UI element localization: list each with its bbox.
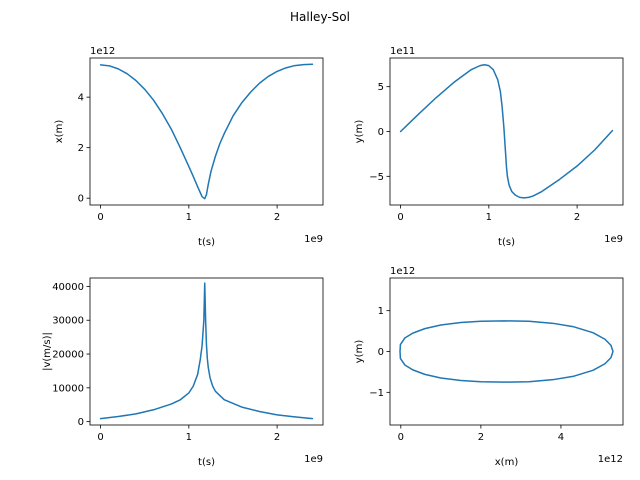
- x-axis-label: t(s): [198, 237, 215, 248]
- x-tick-label: 0: [397, 212, 403, 223]
- x-tick-label: 2: [478, 432, 484, 443]
- y-offset-label: 1e12: [90, 46, 115, 57]
- subplot-top-right: 0 1 2 −5 0 5 t(s) y(m) 1e11 1e9: [354, 46, 624, 248]
- y-axis-label: y(m): [354, 120, 365, 144]
- series-line: [399, 63, 614, 199]
- x-tick-label: 4: [558, 432, 564, 443]
- y-tick-label: 4: [78, 93, 84, 104]
- x-axis-label: t(s): [498, 237, 515, 248]
- x-offset-label: 1e9: [304, 454, 323, 465]
- x-offset-label: 1e9: [604, 234, 623, 245]
- y-tick-label: 0: [78, 194, 84, 205]
- x-tick-label: 2: [274, 432, 280, 443]
- y-tick-label: 2: [78, 143, 84, 154]
- y-tick-label: 0: [78, 417, 84, 428]
- y-offset-label: 1e12: [390, 266, 415, 277]
- x-tick-label: 1: [186, 432, 192, 443]
- subplots: 0 1 2 0 2 4 t(s) x(m) 1e12 1e9 0 1 2 −5 0 5 t(s) y(m) 1e11…: [42, 46, 624, 468]
- x-axis-label: x(m): [495, 457, 519, 468]
- y-axis-label: |v(m/s)|: [42, 332, 53, 371]
- subplot-bottom-left: 0 1 2 0 10000 20000 30000 40000 t(s) |v(m/s)| 1e9: [42, 277, 324, 468]
- x-axis-label: t(s): [198, 457, 215, 468]
- x-tick-label: 0: [97, 432, 103, 443]
- y-tick-label: 0: [378, 347, 384, 358]
- axes-frame: [89, 57, 324, 206]
- x-tick-label: 2: [274, 212, 280, 223]
- x-offset-label: 1e12: [598, 454, 623, 465]
- x-tick-label: 2: [574, 212, 580, 223]
- y-tick-label: 20000: [52, 350, 84, 361]
- y-tick-label: 40000: [52, 282, 84, 293]
- subplot-bottom-right: 0 2 4 −1 0 1 x(m) y(m) 1e12 1e12: [354, 266, 624, 468]
- y-offset-label: 1e11: [390, 46, 415, 57]
- series-line: [399, 320, 614, 383]
- y-tick-label: −1: [369, 388, 384, 399]
- subplot-top-left: 0 1 2 0 2 4 t(s) x(m) 1e12 1e9: [54, 46, 324, 248]
- y-tick-label: 1: [378, 306, 384, 317]
- series-line: [99, 63, 314, 200]
- axes-frame: [89, 277, 324, 426]
- y-axis-label: y(m): [354, 340, 365, 364]
- x-tick-label: 1: [486, 212, 492, 223]
- y-axis-label: x(m): [54, 120, 65, 144]
- series-line: [99, 282, 314, 420]
- y-tick-label: 0: [378, 127, 384, 138]
- figure-suptitle: Halley-Sol: [290, 10, 350, 24]
- y-tick-label: 10000: [52, 383, 84, 394]
- x-tick-label: 0: [97, 212, 103, 223]
- y-tick-label: 30000: [52, 316, 84, 327]
- x-offset-label: 1e9: [304, 234, 323, 245]
- x-tick-label: 0: [398, 432, 404, 443]
- y-tick-label: 5: [378, 82, 384, 93]
- x-tick-label: 1: [186, 212, 192, 223]
- y-tick-label: −5: [369, 172, 384, 183]
